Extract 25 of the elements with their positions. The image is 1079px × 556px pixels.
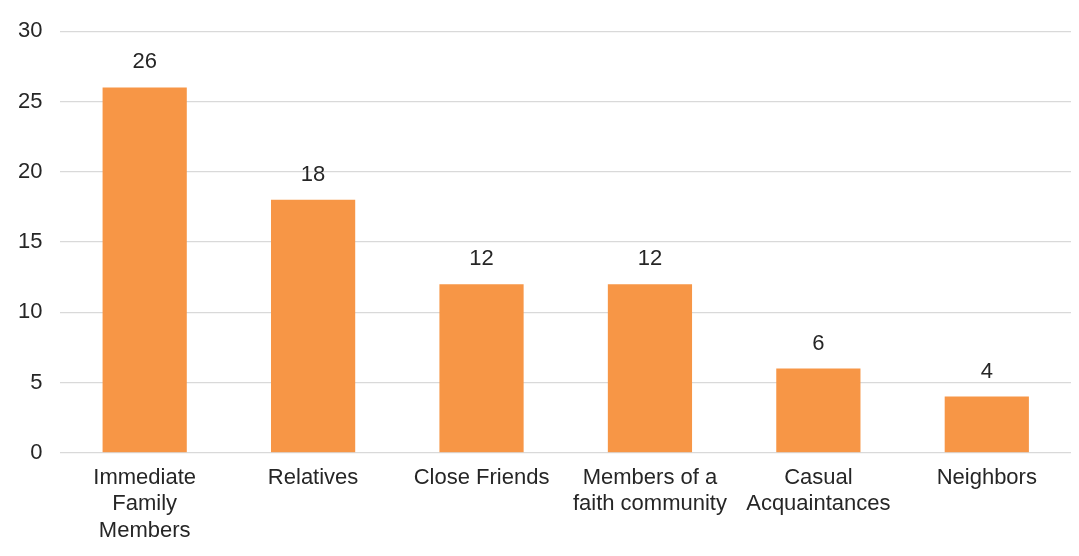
- data-label: 4: [980, 357, 993, 383]
- bar: [271, 199, 356, 453]
- x-tick-label: Casual Acquaintances: [746, 464, 891, 516]
- y-tick-label: 10: [17, 298, 43, 324]
- y-tick-label: 0: [30, 438, 43, 464]
- bar: [439, 284, 524, 453]
- x-tick-label: Close Friends: [413, 464, 550, 490]
- bar: [776, 368, 861, 453]
- y-tick-label: 15: [17, 228, 43, 254]
- data-label: 12: [637, 245, 663, 271]
- x-tick-label: Immediate Family Members: [93, 464, 197, 542]
- data-label: 26: [132, 48, 157, 74]
- bar: [944, 396, 1029, 453]
- y-tick-label: 25: [17, 87, 43, 113]
- x-tick-label: Members of a faith community: [572, 464, 727, 516]
- bar: [102, 87, 187, 453]
- data-label: 6: [812, 329, 825, 355]
- data-label: 18: [300, 160, 326, 186]
- y-tick-label: 30: [17, 17, 43, 43]
- data-label: 12: [469, 245, 494, 271]
- y-tick-label: 5: [30, 368, 43, 394]
- x-tick-label: Neighbors: [936, 464, 1037, 490]
- bar: [607, 284, 693, 453]
- y-tick-label: 20: [17, 157, 43, 183]
- x-tick-label: Relatives: [267, 464, 359, 490]
